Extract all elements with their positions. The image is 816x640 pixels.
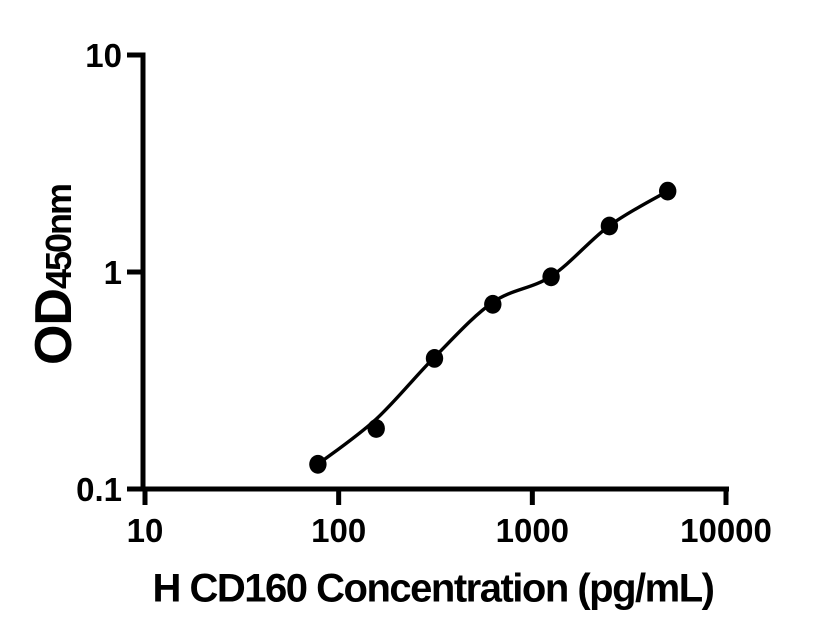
y-axis-title-subscript: 450nm [38,184,79,290]
data-point-marker [659,181,677,201]
data-point-marker [542,267,560,287]
x-axis-title: H CD160 Concentration (pg/mL) [152,566,715,611]
x-axis-tick-label: 10000 [680,512,772,549]
x-axis-tick-label: 1000 [496,512,569,549]
y-axis-tick-label: 10 [85,37,122,74]
y-axis-title-od: OD [25,289,83,366]
y-axis-tick-label: 1 [104,254,122,291]
axis-lines [140,52,729,492]
data-point-marker [367,419,385,438]
data-point-marker [425,349,444,368]
data-point-marker [309,454,327,474]
y-axis-title: OD450nm [25,184,83,366]
data-point-marker [484,294,502,314]
x-axis-tick-label: 100 [311,512,366,549]
x-axis-tick-label: 10 [127,512,164,549]
y-axis-tick-label: 0.1 [76,471,122,508]
data-point-marker [600,216,619,236]
